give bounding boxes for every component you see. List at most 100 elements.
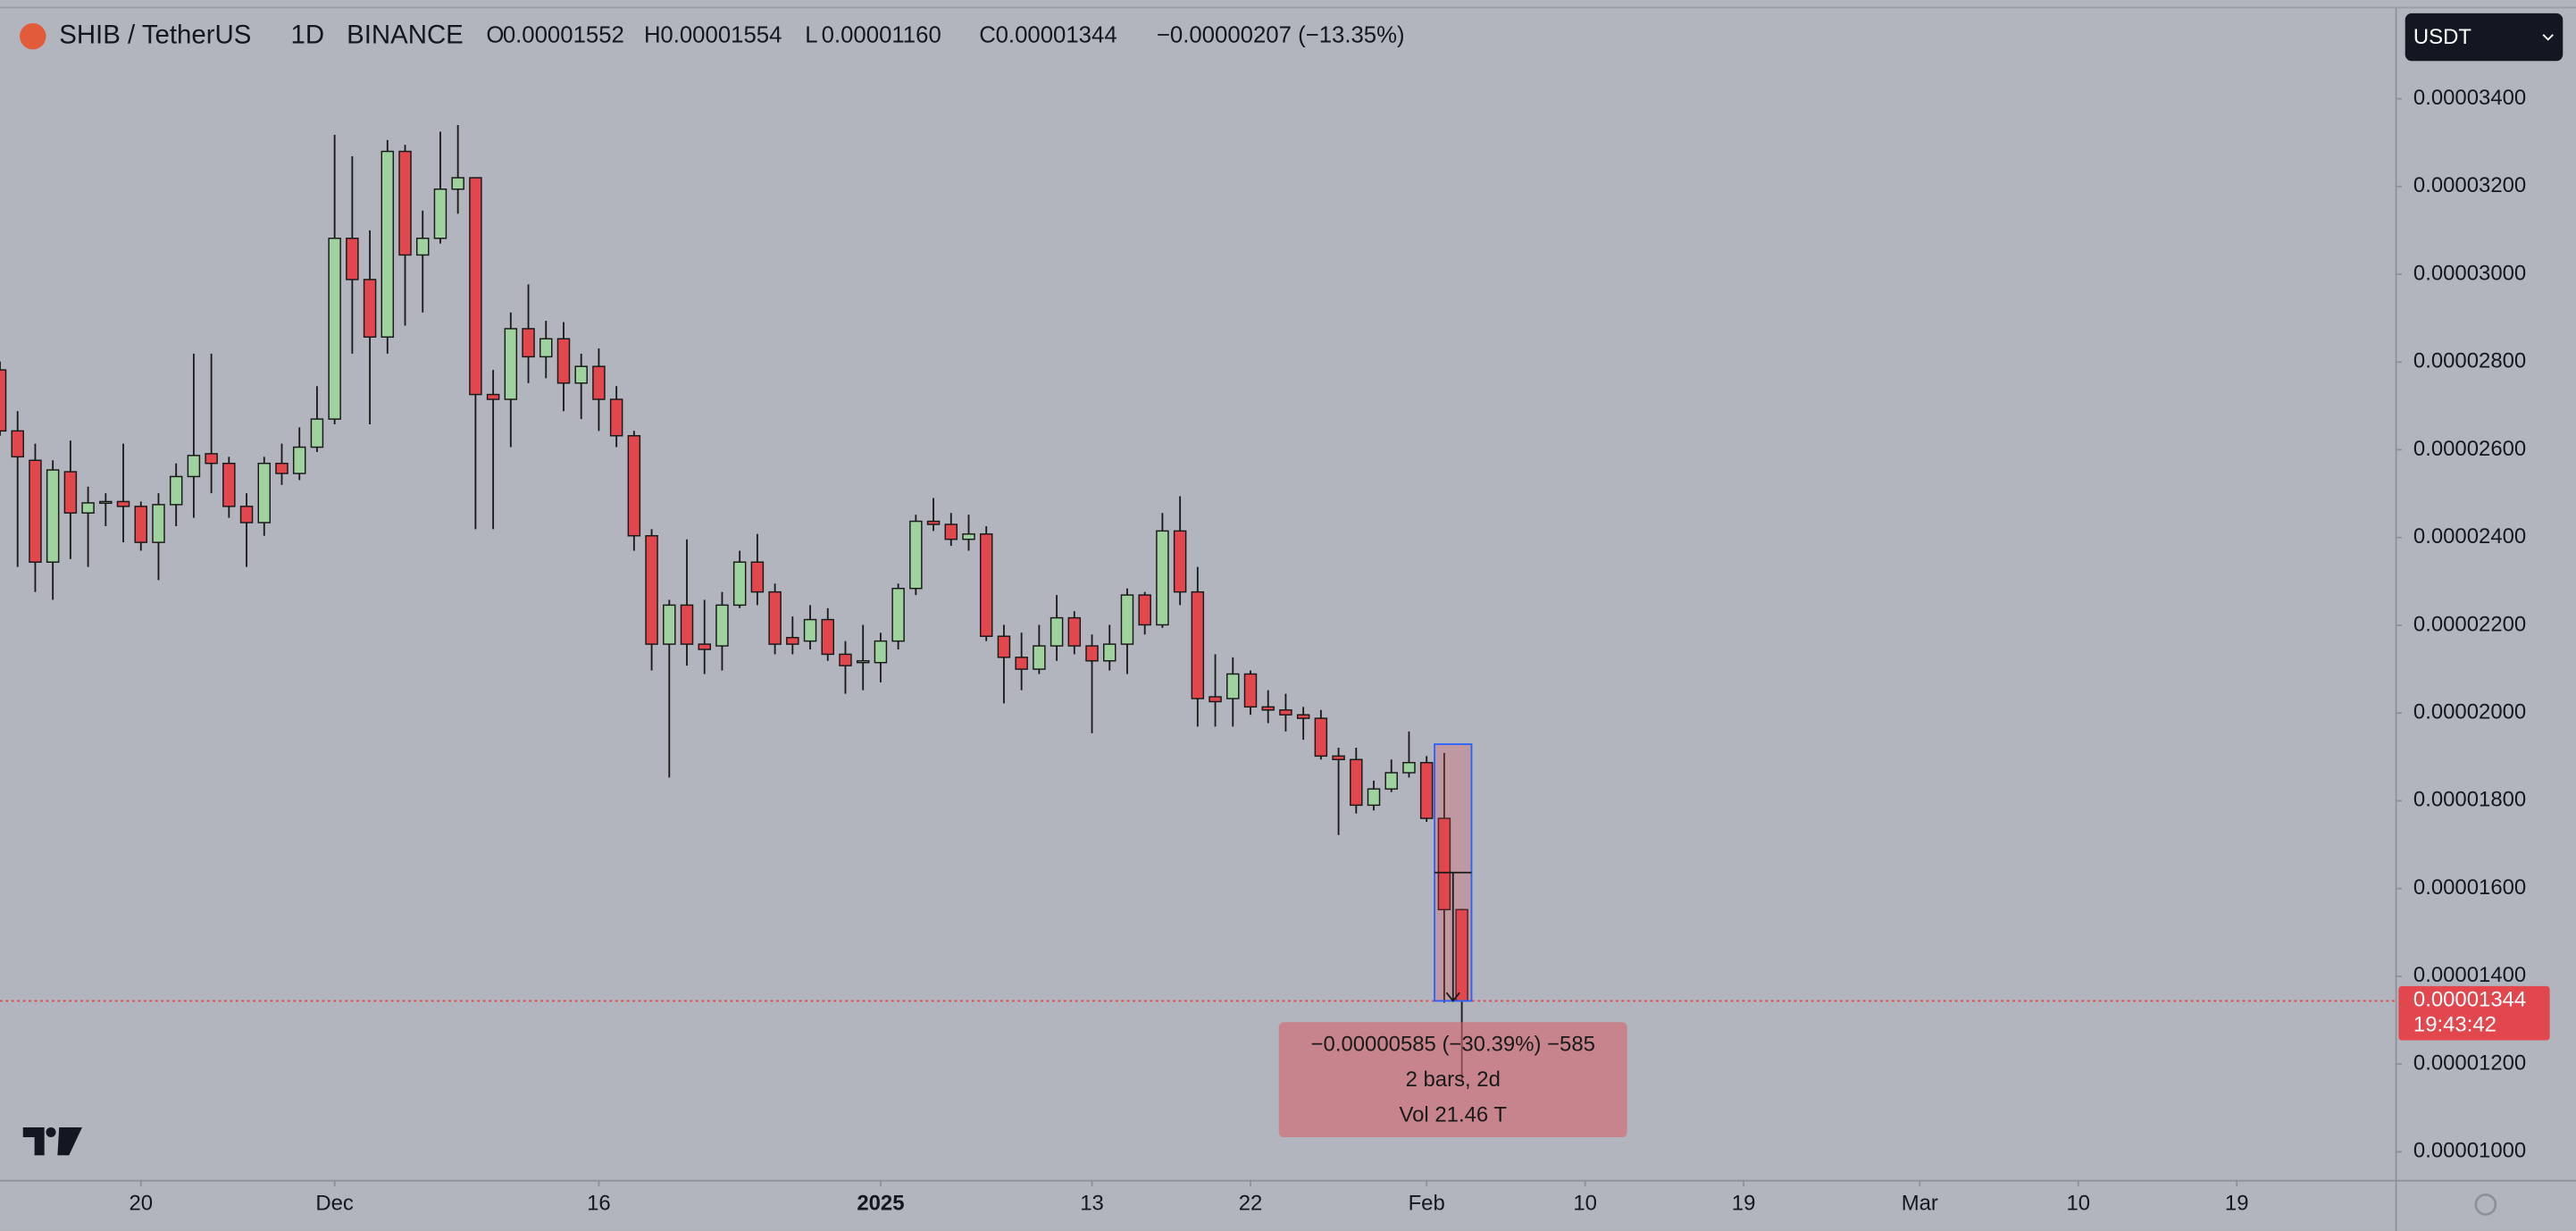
measure-text: 2 bars, 2d <box>1406 1068 1501 1092</box>
y-tick-label: 0.00002400 <box>2413 524 2526 549</box>
y-tick-label: 0.00001000 <box>2413 1139 2526 1163</box>
ohlc-value: 0.00001344 <box>996 22 1117 47</box>
candle-body <box>979 533 993 637</box>
candle-body <box>698 643 711 650</box>
candle-body <box>1033 645 1046 670</box>
x-tick-label: 19 <box>1732 1192 1756 1216</box>
candle-body <box>469 177 482 396</box>
measure-tooltip <box>1278 1022 1627 1138</box>
measure-text: −0.00000585 (−30.39%) −585 <box>1311 1032 1595 1056</box>
plot-area <box>0 125 1468 1082</box>
candle-body <box>663 604 676 645</box>
candle-body <box>363 279 377 339</box>
candle-body <box>1402 761 1416 774</box>
candle-body <box>310 418 324 448</box>
ohlc-key: C <box>979 22 996 47</box>
candle-body <box>856 660 870 664</box>
candle-body <box>574 365 588 384</box>
candle-body <box>346 238 359 281</box>
candle-body <box>46 469 60 563</box>
candle-body <box>1209 696 1222 703</box>
candle-body <box>1437 817 1451 910</box>
candle-body <box>768 590 782 645</box>
ohlc-value: 0.00001160 <box>822 22 941 47</box>
interval[interactable]: 1D <box>291 20 325 49</box>
candle-body <box>1261 706 1275 711</box>
candle-body <box>803 618 817 642</box>
candle-body <box>1314 717 1328 758</box>
x-tick-label: Feb <box>1409 1192 1445 1216</box>
candle-body <box>1085 645 1099 662</box>
change: −0.00000207 (−13.35%) <box>1157 22 1405 47</box>
candle-body <box>1279 709 1292 716</box>
candle-body <box>222 462 236 507</box>
currency-select[interactable] <box>2405 13 2563 62</box>
ohlc-key: H <box>644 22 661 47</box>
candle-body <box>1156 530 1169 626</box>
candle-body <box>99 500 113 505</box>
candle-body <box>1367 788 1381 807</box>
candle-body <box>328 238 341 420</box>
candle-body <box>732 561 747 607</box>
logo-v <box>57 1126 82 1156</box>
candle-body <box>680 604 694 645</box>
candle-body <box>398 150 412 256</box>
candle-body <box>1103 643 1117 662</box>
candle-body <box>522 328 535 358</box>
candle-body <box>169 475 183 506</box>
x-tick-label: 20 <box>129 1192 153 1216</box>
last-price-badge <box>2398 985 2550 1041</box>
candle-body <box>11 430 24 458</box>
candle-body <box>909 520 923 590</box>
candle-body <box>152 504 165 543</box>
y-tick-label: 0.00002000 <box>2413 700 2526 724</box>
exchange: BINANCE <box>347 20 464 49</box>
y-tick-label: 0.00003000 <box>2413 261 2526 285</box>
candle-body <box>874 640 888 664</box>
candle-body <box>381 150 395 339</box>
ohlc-key: O <box>486 22 504 47</box>
y-tick-label: 0.00001200 <box>2413 1051 2526 1075</box>
symbol[interactable]: SHIB / TetherUS <box>59 20 251 49</box>
candle-body <box>292 446 306 474</box>
x-tick-label: 10 <box>1573 1192 1597 1216</box>
y-tick-label: 0.00001800 <box>2413 788 2526 812</box>
candle-body <box>486 393 500 400</box>
candle-body <box>645 535 658 645</box>
candle-body <box>592 365 606 400</box>
candle-body <box>1384 772 1398 790</box>
logo-dot <box>46 1126 56 1137</box>
candle-body <box>239 506 254 523</box>
candle-body <box>134 506 147 543</box>
candle-body <box>539 338 553 358</box>
y-tick-label: 0.00002800 <box>2413 349 2526 373</box>
candle-body <box>63 471 78 514</box>
candle-body <box>257 462 272 523</box>
candle-body <box>29 459 42 563</box>
candle-body <box>1050 616 1064 647</box>
y-tick-label: 0.00001600 <box>2413 875 2526 900</box>
candle-body <box>926 520 941 525</box>
ohlc-value: 0.00001554 <box>660 22 782 47</box>
candle-body <box>962 533 975 540</box>
currency-label[interactable]: USDT <box>2413 25 2471 49</box>
x-tick-label: 22 <box>1239 1192 1263 1216</box>
candle-body <box>187 455 201 478</box>
x-tick-label: 2025 <box>857 1192 904 1216</box>
candle-body <box>275 462 289 474</box>
settings-icon[interactable] <box>2474 1193 2497 1216</box>
candle-body <box>1226 673 1240 699</box>
ohlc-value: 0.00001552 <box>503 22 624 47</box>
logo-t <box>22 1126 45 1156</box>
x-tick-label: Dec <box>315 1192 354 1216</box>
x-tick-label: Mar <box>1902 1192 1938 1216</box>
candle-body <box>556 338 571 384</box>
candle-body <box>451 177 464 190</box>
candle-body <box>1067 616 1082 647</box>
measure-text: Vol 21.46 T <box>1399 1102 1507 1126</box>
ohlc-key: L <box>805 22 817 47</box>
last-price-label: 0.00001344 <box>2413 988 2526 1012</box>
candle-body <box>205 453 218 465</box>
y-tick-label: 0.00001400 <box>2413 963 2526 987</box>
